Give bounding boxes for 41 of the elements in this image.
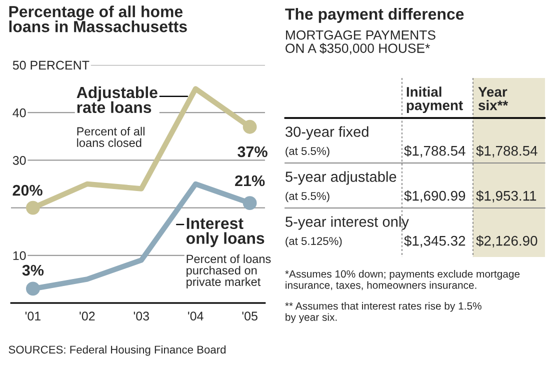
chart-title: Percentage of all home loans in Massachusetts — [9, 6, 187, 32]
x-tick-label: '03 — [134, 312, 149, 321]
text: (at 5.5%) — [286, 146, 330, 158]
text: 30-year fixed — [286, 126, 368, 140]
point — [242, 120, 257, 134]
data-label: 20% — [12, 184, 42, 196]
text: *Assumes 10% down; payments exclude mortgage insurance, taxes, homeowners insurance. — [285, 270, 520, 290]
x-tick-label: '04 — [188, 312, 204, 321]
series-label: Interest only loans — [186, 218, 264, 248]
text: Year six** — [478, 87, 508, 110]
text: The payment difference — [285, 8, 464, 23]
text: (at 5.5%) — [286, 192, 330, 202]
point — [26, 282, 40, 296]
text: (at 5.125%) — [286, 236, 342, 248]
annotation: Percent of all loans closed — [77, 126, 144, 147]
y-tick-label: 10 — [13, 251, 26, 260]
text: $2,126.90 — [476, 235, 538, 248]
data-label: 37% — [238, 146, 268, 158]
text: MORTGAGE PAYMENTS ON A $350,000 HOUSE* — [286, 30, 436, 55]
text: 5-year interest only — [286, 216, 409, 230]
text: $1,788.54 — [476, 145, 538, 158]
text: $1,788.54 — [404, 145, 466, 158]
text: Initial payment — [406, 86, 463, 113]
y-tick-label: 30 — [12, 156, 26, 165]
series-label: Adjustable rate loans — [76, 86, 158, 114]
source-note: SOURCES: Federal Housing Finance Board — [8, 345, 226, 356]
y-tick-label: 40 — [12, 108, 26, 118]
text: 5-year adjustable — [286, 171, 396, 185]
text: $1,690.99 — [404, 190, 466, 202]
text: ** Assumes that interest rates rise by 1.5% by year six. — [285, 302, 482, 323]
annotation: Percent of loans purchased on private market — [186, 254, 271, 288]
point — [26, 200, 40, 215]
text: $1,953.11 — [476, 190, 536, 202]
x-tick-label: '01 — [25, 312, 40, 321]
data-label: 21% — [235, 175, 265, 186]
point — [242, 196, 257, 210]
data-label: 3% — [22, 264, 44, 276]
text: $1,345.32 — [404, 235, 466, 248]
x-tick-label: '05 — [242, 312, 258, 321]
y-tick-label: 50 PERCENT — [12, 60, 90, 70]
x-tick-label: '02 — [80, 312, 95, 321]
